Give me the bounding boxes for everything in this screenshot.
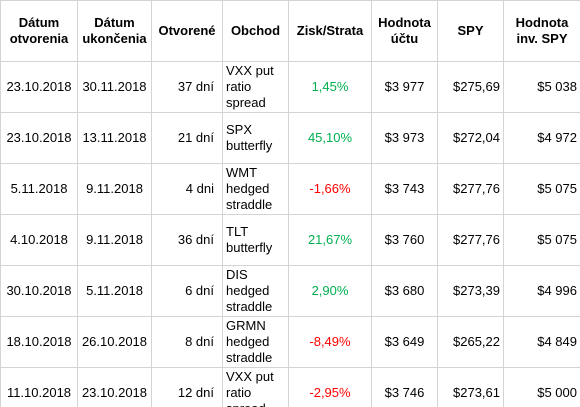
table-cell: $5 075 bbox=[503, 163, 580, 215]
table-cell: 9.11.2018 bbox=[77, 214, 152, 266]
table-cell: 4 dni bbox=[151, 163, 223, 215]
table-row: 30.10.2018 5.11.2018 6 dní DIS hedged strad… bbox=[0, 265, 580, 317]
column-header: Hodnota inv. SPY bbox=[503, 0, 580, 62]
table-cell: $5 000 bbox=[503, 367, 580, 407]
table-cell: 36 dní bbox=[151, 214, 223, 266]
table-cell: -2,95% bbox=[288, 367, 372, 407]
table-cell: VXX put ratio spread bbox=[222, 367, 289, 407]
table-cell: 5.11.2018 bbox=[77, 265, 152, 317]
table-cell: $3 973 bbox=[371, 112, 438, 164]
header-row: Dátum otvorenia Dátum ukončenia Otvorené Ob… bbox=[0, 0, 580, 62]
table-cell: 18.10.2018 bbox=[0, 316, 78, 368]
table-cell: DIS hedged straddle bbox=[222, 265, 289, 317]
table-row: 5.11.2018 9.11.2018 4 dni WMT hedged stradd… bbox=[0, 163, 580, 215]
table-cell: TLT butterfly bbox=[222, 214, 289, 266]
column-header: Obchod bbox=[222, 0, 289, 62]
table-cell: $5 038 bbox=[503, 61, 580, 113]
table-cell: VXX put ratio spread bbox=[222, 61, 289, 113]
table-row: 23.10.2018 30.11.2018 37 dní VXX put ratio … bbox=[0, 61, 580, 113]
table-cell: GRMN hedged straddle bbox=[222, 316, 289, 368]
column-header: Otvorené bbox=[151, 0, 223, 62]
table-cell: 37 dní bbox=[151, 61, 223, 113]
table-cell: 45,10% bbox=[288, 112, 372, 164]
table-cell: -8,49% bbox=[288, 316, 372, 368]
table-cell: $5 075 bbox=[503, 214, 580, 266]
table-cell: 21 dní bbox=[151, 112, 223, 164]
table-cell: $272,04 bbox=[437, 112, 504, 164]
column-header: Zisk/Strata bbox=[288, 0, 372, 62]
table-cell: 1,45% bbox=[288, 61, 372, 113]
table-row: 23.10.2018 13.11.2018 21 dní SPX butterfly 4… bbox=[0, 112, 580, 164]
table-cell: 4.10.2018 bbox=[0, 214, 78, 266]
column-header: Dátum otvorenia bbox=[0, 0, 78, 62]
table-cell: $3 760 bbox=[371, 214, 438, 266]
table-cell: 12 dní bbox=[151, 367, 223, 407]
table-cell: 23.10.2018 bbox=[77, 367, 152, 407]
table-cell: SPX butterfly bbox=[222, 112, 289, 164]
table-cell: $265,22 bbox=[437, 316, 504, 368]
table-cell: $3 743 bbox=[371, 163, 438, 215]
table-cell: $4 849 bbox=[503, 316, 580, 368]
table-cell: $3 977 bbox=[371, 61, 438, 113]
table-cell: $4 972 bbox=[503, 112, 580, 164]
table-cell: $3 746 bbox=[371, 367, 438, 407]
column-header: SPY bbox=[437, 0, 504, 62]
table-cell: $3 680 bbox=[371, 265, 438, 317]
table-cell: 26.10.2018 bbox=[77, 316, 152, 368]
table-cell: 5.11.2018 bbox=[0, 163, 78, 215]
table-cell: $277,76 bbox=[437, 163, 504, 215]
column-header: Dátum ukončenia bbox=[77, 0, 152, 62]
table-cell: 11.10.2018 bbox=[0, 367, 78, 407]
table-cell: WMT hedged straddle bbox=[222, 163, 289, 215]
table-cell: 23.10.2018 bbox=[0, 61, 78, 113]
column-header: Hodnota účtu bbox=[371, 0, 438, 62]
table-cell: 2,90% bbox=[288, 265, 372, 317]
table-cell: $277,76 bbox=[437, 214, 504, 266]
table-cell: 9.11.2018 bbox=[77, 163, 152, 215]
table-cell: 6 dní bbox=[151, 265, 223, 317]
table-cell: $273,61 bbox=[437, 367, 504, 407]
table-body: 23.10.2018 30.11.2018 37 dní VXX put ratio … bbox=[0, 61, 580, 407]
table-cell: 30.11.2018 bbox=[77, 61, 152, 113]
table-cell: 30.10.2018 bbox=[0, 265, 78, 317]
table-cell: $4 996 bbox=[503, 265, 580, 317]
table-cell: 23.10.2018 bbox=[0, 112, 78, 164]
table-row: 11.10.2018 23.10.2018 12 dní VXX put ratio … bbox=[0, 367, 580, 407]
table-cell: $3 649 bbox=[371, 316, 438, 368]
table-cell: 13.11.2018 bbox=[77, 112, 152, 164]
table-row: 18.10.2018 26.10.2018 8 dní GRMN hedged str… bbox=[0, 316, 580, 368]
table-cell: 21,67% bbox=[288, 214, 372, 266]
table-cell: $275,69 bbox=[437, 61, 504, 113]
table-cell: 8 dní bbox=[151, 316, 223, 368]
table-cell: $273,39 bbox=[437, 265, 504, 317]
table-cell: -1,66% bbox=[288, 163, 372, 215]
table-row: 4.10.2018 9.11.2018 36 dní TLT butterfly 21,… bbox=[0, 214, 580, 266]
